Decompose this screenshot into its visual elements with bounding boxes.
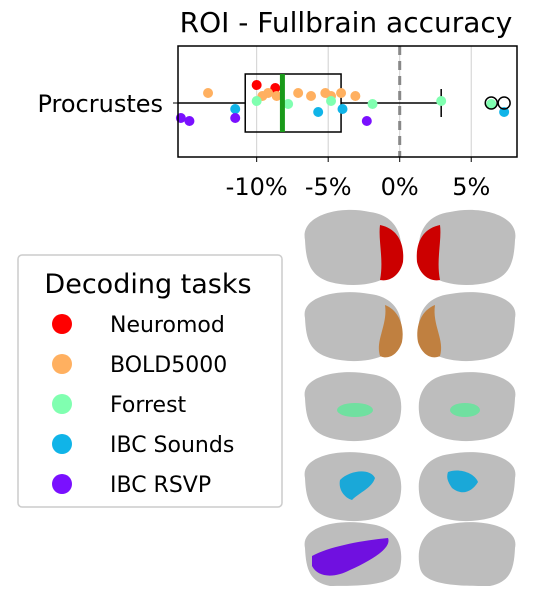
point [306, 91, 317, 101]
legend-marker [52, 314, 72, 334]
x-tick-label: -5% [305, 173, 352, 201]
point [486, 99, 497, 109]
plot-frame [177, 45, 518, 158]
point [436, 96, 447, 106]
brain [418, 209, 516, 286]
point [271, 91, 282, 101]
brain [304, 292, 402, 362]
brain [418, 292, 516, 362]
roi [337, 403, 373, 417]
point [230, 104, 241, 114]
legend-marker [52, 474, 72, 494]
brain-row [304, 522, 516, 586]
roi [378, 305, 403, 358]
brain-row [304, 209, 516, 286]
y-tick-label: Procrustes [37, 90, 163, 118]
brain-row [304, 372, 516, 442]
point [251, 80, 262, 90]
legend-marker [52, 434, 72, 454]
roi [416, 225, 441, 281]
point [270, 83, 281, 93]
point [337, 104, 348, 114]
legend-marker [52, 394, 72, 414]
brain [418, 522, 516, 586]
legend-title: Decoding tasks [44, 269, 251, 300]
roi [312, 538, 389, 576]
legend-label: IBC RSVP [110, 473, 211, 498]
legend-label: Neuromod [110, 313, 225, 338]
point [499, 107, 510, 117]
x-tick-label: -10% [226, 173, 288, 201]
point [350, 91, 361, 101]
legend-marker [52, 354, 72, 374]
roi [447, 470, 478, 493]
brain-row [304, 292, 516, 362]
x-tick-label: 0% [381, 173, 419, 201]
x-tick-label: 5% [452, 173, 490, 201]
roi [450, 403, 480, 417]
flier [497, 96, 511, 110]
roi [339, 471, 375, 500]
legend-label: BOLD5000 [110, 353, 227, 378]
point [313, 107, 324, 117]
point [263, 88, 274, 98]
legend-label: Forrest [110, 393, 187, 418]
point [184, 116, 195, 126]
point [283, 99, 294, 109]
point [336, 88, 347, 98]
brain [304, 209, 402, 286]
point [326, 96, 337, 106]
roi [417, 305, 442, 358]
roi [379, 225, 404, 281]
flier [484, 96, 499, 110]
point [251, 96, 262, 106]
point [367, 99, 378, 109]
legend-box [17, 254, 283, 508]
legend-label: IBC Sounds [110, 433, 234, 458]
chart-title: ROI - Fullbrain accuracy [180, 6, 513, 39]
point [293, 88, 304, 98]
box [244, 73, 342, 133]
point [361, 116, 372, 126]
brain-row [304, 452, 516, 522]
point [230, 113, 241, 123]
brain-images [304, 209, 516, 586]
point [203, 88, 214, 98]
